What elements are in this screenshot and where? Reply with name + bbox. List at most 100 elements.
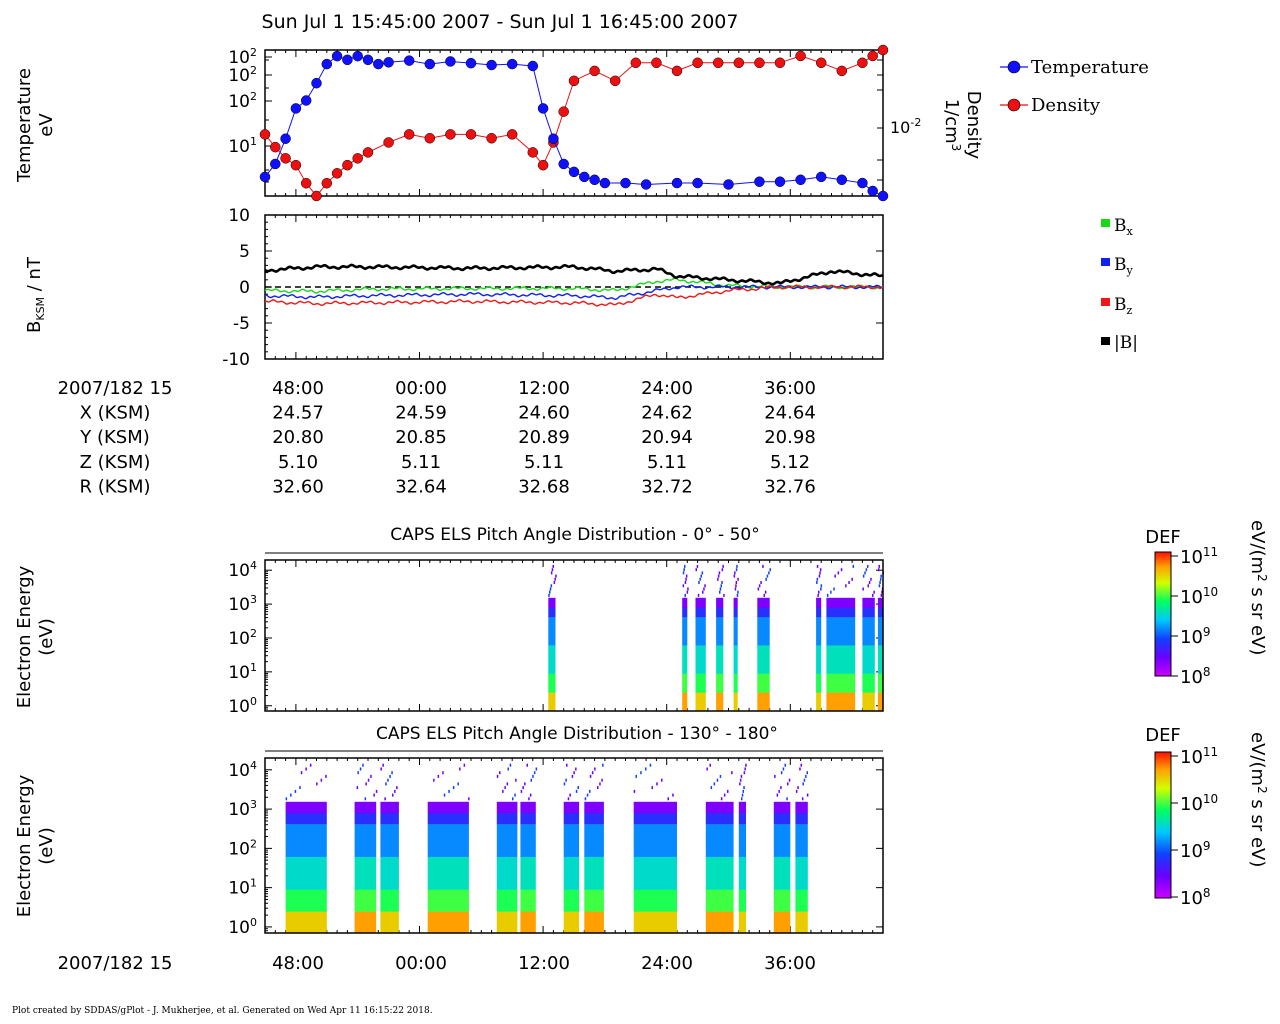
energy-tick-label: 100 — [228, 916, 257, 938]
colorbar-top-units: eV/(m2 s sr eV) — [1247, 520, 1269, 655]
spectrogram-cell — [705, 834, 734, 846]
data-point-temperature — [506, 58, 518, 70]
spectrogram-cell — [826, 616, 856, 627]
spectrogram-speckle — [294, 789, 297, 793]
legend-density-label: Density — [1031, 95, 1101, 116]
data-point-density — [836, 65, 848, 77]
spectrogram-cell — [695, 701, 706, 712]
spectrogram-cell — [773, 845, 791, 857]
spectrogram-cell — [695, 626, 706, 636]
spectrogram-cell — [862, 644, 875, 655]
ephemeris-value: 24.62 — [641, 403, 693, 424]
spectrogram-speckle — [780, 786, 782, 790]
spectrogram-speckle — [820, 587, 822, 591]
spectrogram-speckle — [806, 793, 809, 797]
energy-tick-label: 102 — [228, 627, 257, 649]
spectrogram-speckle — [448, 789, 450, 793]
spectrogram-speckle — [667, 797, 669, 801]
spectrogram-cell — [716, 701, 724, 712]
ephemeris-value: 20.85 — [395, 427, 447, 448]
magnetic-field-panel: BKSM / nT 10 5 0 -5 -10 Bx By Bz |B| — [24, 206, 1138, 370]
spectrogram-cell — [520, 878, 536, 890]
spectrogram-speckle — [356, 786, 359, 790]
spectrogram-speckle — [741, 797, 743, 801]
spectrogram-speckle — [763, 593, 765, 597]
spectrogram-cell — [633, 900, 677, 912]
spectrogram-cell — [563, 834, 580, 846]
spectrogram-cell — [633, 801, 677, 814]
spectrogram-cell — [563, 878, 580, 890]
spectrogram-speckle — [394, 789, 396, 793]
spectrogram-speckle — [382, 763, 384, 767]
spectrogram-cell — [682, 644, 688, 655]
spectrogram-speckle — [717, 574, 720, 578]
data-point-temperature — [465, 57, 477, 69]
ephemeris-value: 24.64 — [764, 403, 816, 424]
spectrogram-speckle — [799, 767, 801, 771]
spectrogram-cell — [795, 801, 808, 814]
data-point-density — [342, 159, 353, 171]
spectrogram-cell — [705, 911, 734, 923]
spectrogram-speckle — [506, 782, 509, 786]
legend-bx-swatch — [1101, 219, 1110, 227]
figure-title: Sun Jul 1 15:45:00 2007 - Sun Jul 1 16:4… — [262, 11, 739, 33]
spectrogram-cell — [695, 616, 706, 627]
panel3-y-ticks: 104 103 102 101 100 — [228, 559, 883, 717]
spectrogram-cell — [862, 663, 875, 674]
spectrogram-speckle — [880, 593, 883, 597]
panel1-tick-label: 101 — [228, 135, 257, 157]
spectrogram-interval — [716, 564, 725, 712]
spectrogram-speckle — [362, 763, 364, 767]
spectrogram-cell — [584, 889, 604, 901]
ephemeris-row-label: R (KSM) — [79, 476, 150, 497]
spectrogram-cell — [877, 663, 883, 674]
panel4-spectrogram — [264, 758, 884, 934]
spectrogram-cell — [563, 823, 580, 835]
spectrogram-speckle — [526, 763, 528, 767]
spectrogram-cell — [826, 654, 856, 665]
ephemeris-value: 24.60 — [518, 403, 570, 424]
spectrogram-cell — [548, 635, 556, 646]
spectrogram-cell — [584, 834, 604, 846]
spectrogram-cell — [862, 654, 875, 665]
spectrogram-speckle — [309, 763, 312, 767]
spectrogram-speckle — [740, 774, 743, 778]
spectrogram-cell — [380, 812, 399, 825]
spectrogram-cell — [705, 867, 734, 879]
spectrogram-interval — [773, 763, 791, 934]
spectrogram-interval — [633, 763, 677, 934]
spectrogram-speckle — [734, 571, 736, 575]
spectrogram-cell — [584, 801, 604, 814]
spectrogram-cell — [773, 867, 791, 879]
spectrogram-cell — [826, 663, 856, 674]
data-point-density — [362, 147, 374, 158]
spectrogram-cell — [682, 597, 688, 608]
spectrogram-speckle — [700, 574, 702, 578]
spectrogram-cell — [380, 823, 399, 835]
spectrogram-speckle — [762, 564, 764, 568]
spectrogram-cell — [716, 682, 724, 693]
spectrogram-interval — [563, 763, 580, 934]
spectrogram-cell — [380, 900, 399, 912]
spectrogram-cell — [705, 922, 734, 934]
spectrogram-speckle — [567, 797, 570, 801]
spectrogram-cell — [633, 889, 677, 901]
data-point-temperature — [445, 56, 456, 67]
ephemeris-value: 32.76 — [764, 476, 816, 497]
spectrogram-speckle — [645, 767, 647, 771]
data-point-density — [795, 50, 806, 62]
spectrogram-cell — [380, 834, 399, 846]
spectrogram-interval — [380, 763, 399, 934]
spectrogram-speckle — [774, 774, 776, 778]
spectrogram-cell — [877, 626, 883, 636]
spectrogram-speckle — [684, 564, 686, 568]
spectrogram-cell — [520, 911, 536, 923]
panel1-right-label-line2: 1/cm3 — [941, 99, 963, 152]
spectrogram-cell — [862, 626, 875, 636]
spectrogram-speckle — [299, 786, 301, 790]
colorbar-bottom: DEF 1011 1010 109 108 eV/(m2 s sr eV) — [1145, 725, 1269, 909]
spectrogram-speckle — [864, 571, 866, 575]
spectrogram-speckle — [744, 767, 746, 771]
spectrogram-cell — [548, 692, 556, 702]
data-point-temperature — [373, 58, 384, 70]
